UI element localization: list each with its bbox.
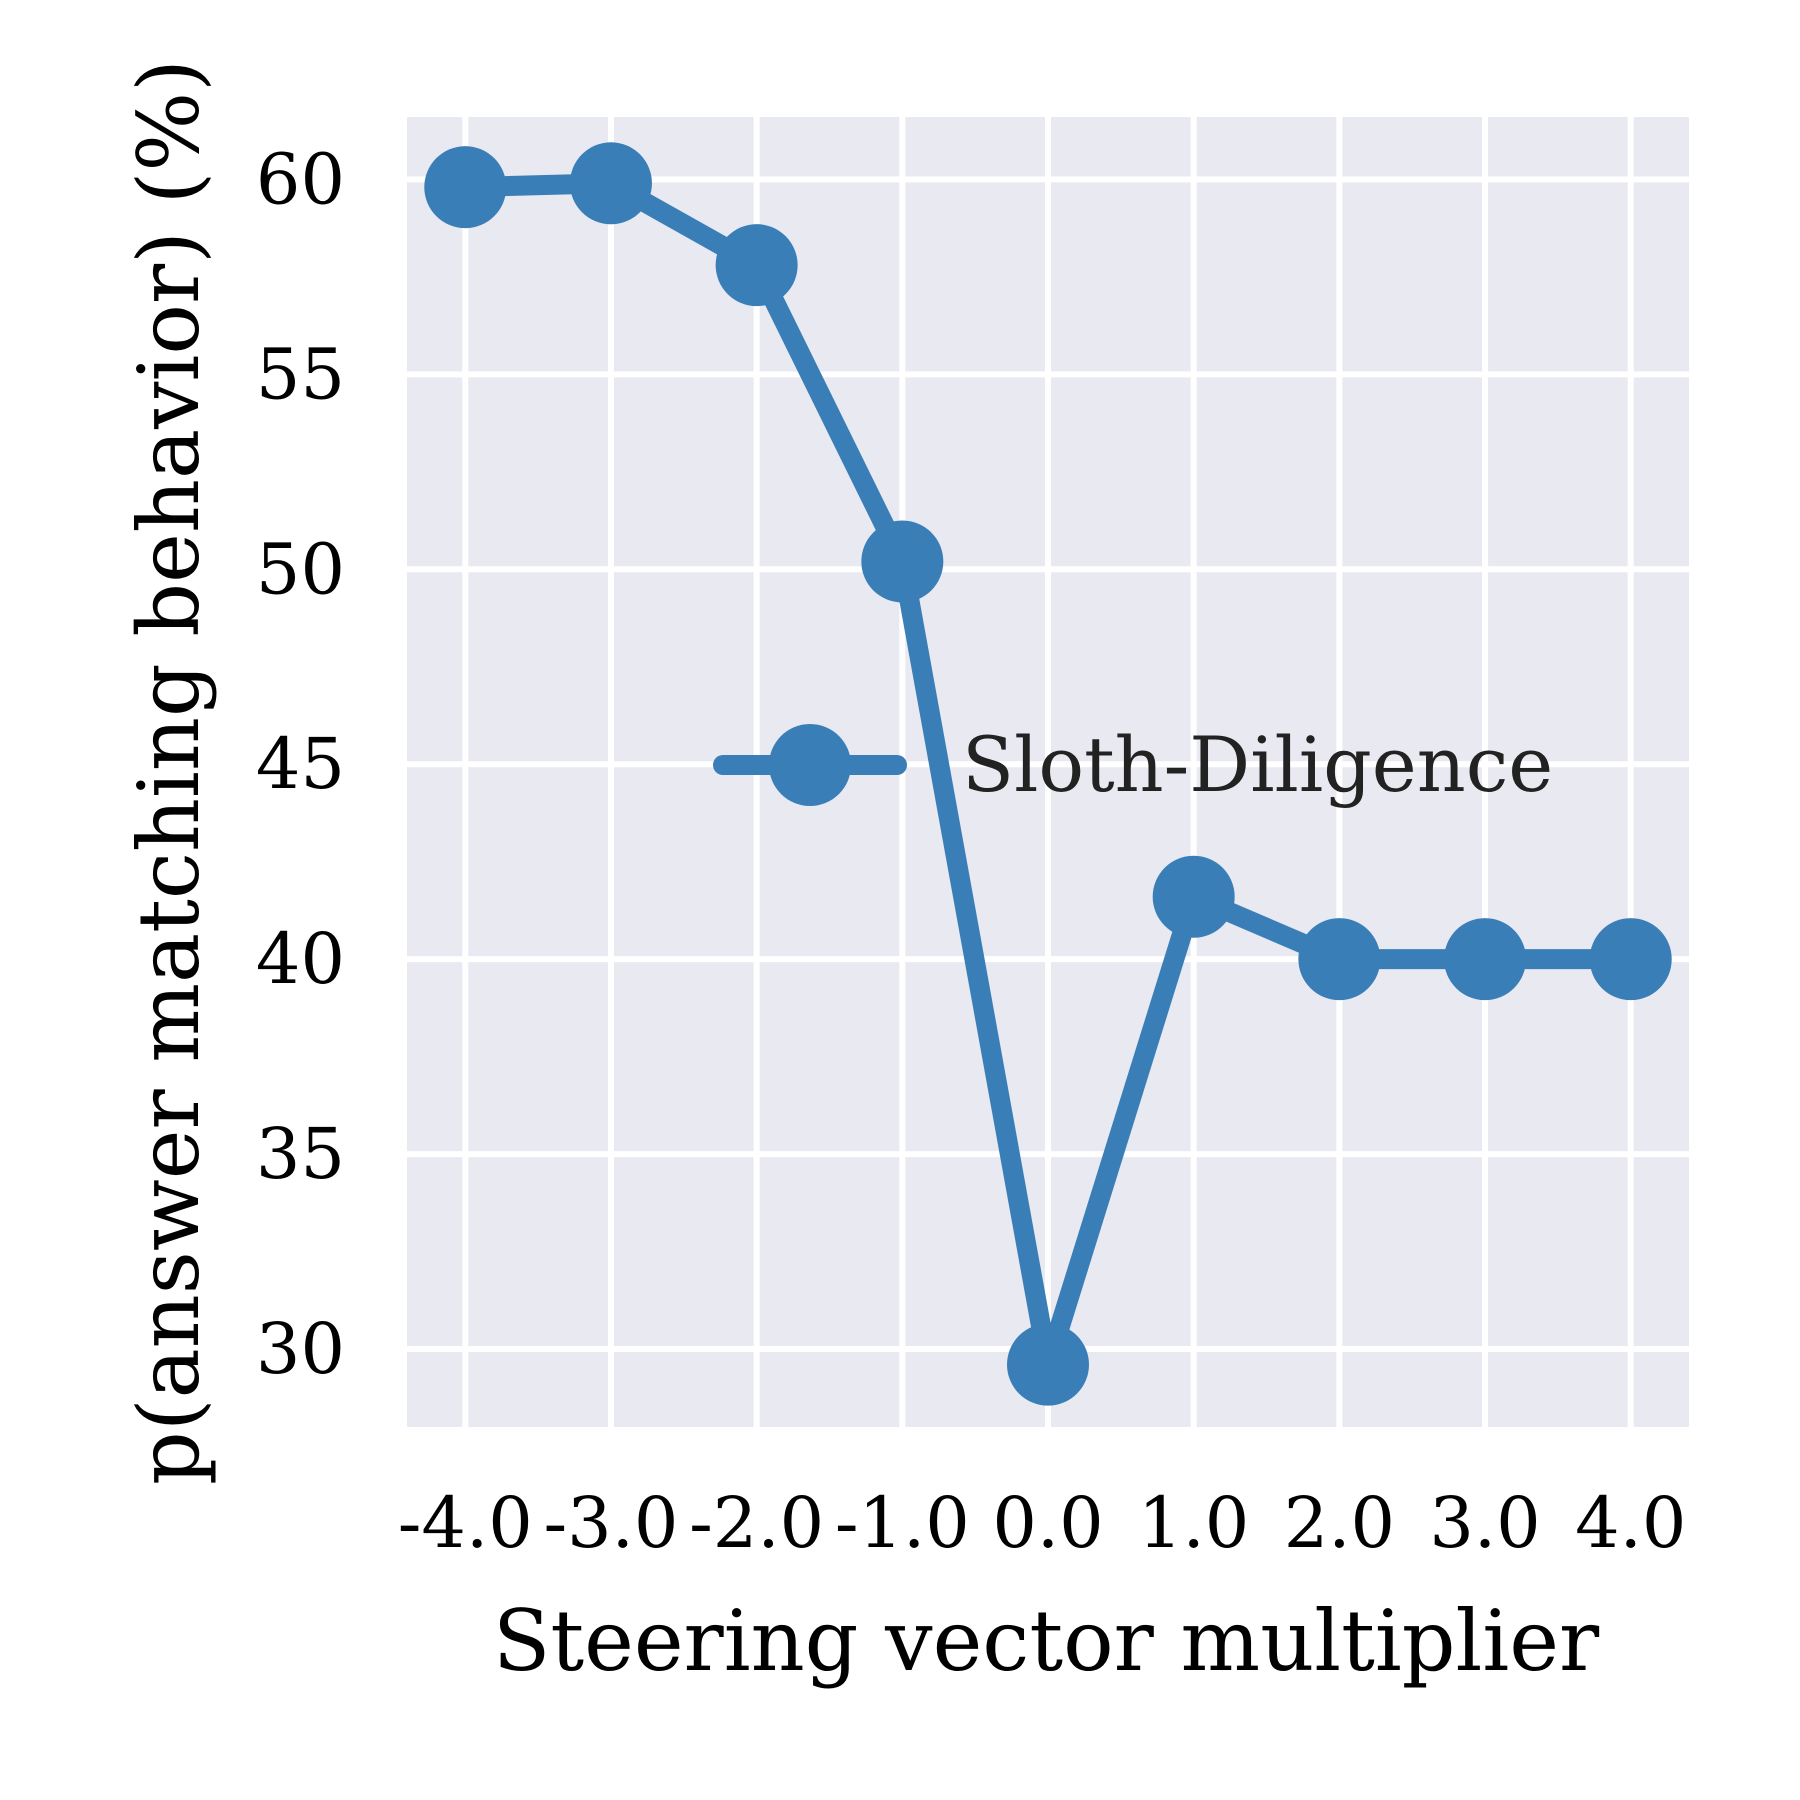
x-tick-label: -4.0 — [398, 1482, 533, 1564]
data-point — [1007, 1323, 1089, 1406]
data-point — [1152, 855, 1235, 938]
legend-entry-sloth-diligence: Sloth-Diligence — [962, 720, 1553, 809]
y-tick-labels: 30 35 40 45 50 55 60 — [256, 138, 345, 1390]
data-point — [1298, 918, 1381, 1001]
y-tick-label: 40 — [256, 918, 345, 1000]
data-point — [861, 520, 944, 603]
data-point — [715, 224, 798, 307]
x-tick-label: 0.0 — [992, 1482, 1103, 1564]
y-tick-label: 50 — [256, 528, 345, 610]
y-axis-label: p(answer matching behavior) (%) — [120, 59, 218, 1485]
data-point — [424, 146, 507, 229]
x-tick-label: -1.0 — [835, 1482, 970, 1564]
legend-marker — [769, 724, 851, 806]
legend: Sloth-Diligence — [713, 720, 1553, 809]
x-axis-label: Steering vector multiplier — [493, 1592, 1600, 1690]
x-tick-label: -2.0 — [689, 1482, 824, 1564]
x-tick-label: 2.0 — [1284, 1482, 1395, 1564]
x-tick-label: 3.0 — [1429, 1482, 1540, 1564]
data-point — [569, 142, 652, 225]
data-point — [1444, 918, 1527, 1001]
data-point — [1589, 918, 1672, 1001]
x-tick-label: -3.0 — [543, 1482, 678, 1564]
x-tick-label: 4.0 — [1575, 1482, 1686, 1564]
y-tick-label: 55 — [256, 333, 345, 415]
y-tick-label: 45 — [256, 723, 345, 805]
y-tick-label: 30 — [256, 1308, 345, 1390]
x-tick-labels: -4.0 -3.0 -2.0 -1.0 0.0 1.0 2.0 3.0 4.0 — [398, 1482, 1687, 1564]
x-tick-label: 1.0 — [1138, 1482, 1249, 1564]
series-layer — [424, 142, 1672, 1406]
y-tick-label: 35 — [256, 1113, 345, 1195]
y-tick-label: 60 — [256, 138, 345, 220]
